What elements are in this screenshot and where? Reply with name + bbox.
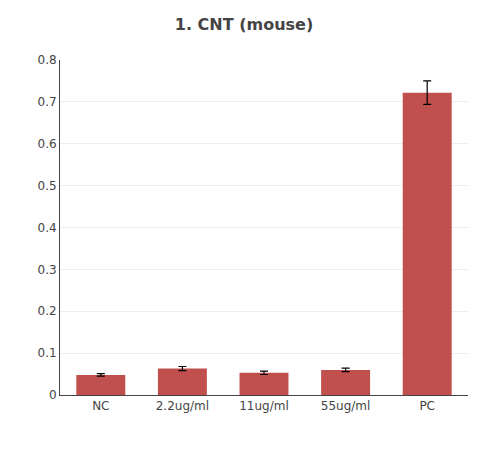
svg-text:11ug/ml: 11ug/ml: [239, 399, 289, 413]
svg-text:0.5: 0.5: [38, 179, 57, 193]
svg-text:55ug/ml: 55ug/ml: [321, 399, 371, 413]
svg-text:0.2: 0.2: [38, 304, 57, 318]
svg-text:0.6: 0.6: [38, 137, 57, 151]
svg-text:0.8: 0.8: [38, 53, 57, 67]
svg-text:PC: PC: [419, 399, 435, 413]
svg-text:2.2ug/ml: 2.2ug/ml: [156, 399, 209, 413]
svg-text:0: 0: [49, 388, 57, 402]
svg-text:NC: NC: [92, 399, 109, 413]
svg-text:0.7: 0.7: [38, 95, 57, 109]
svg-text:0.3: 0.3: [38, 263, 57, 277]
svg-text:0.4: 0.4: [38, 221, 57, 235]
svg-text:1. CNT (mouse): 1. CNT (mouse): [175, 15, 313, 34]
svg-text:0.1: 0.1: [38, 346, 57, 360]
